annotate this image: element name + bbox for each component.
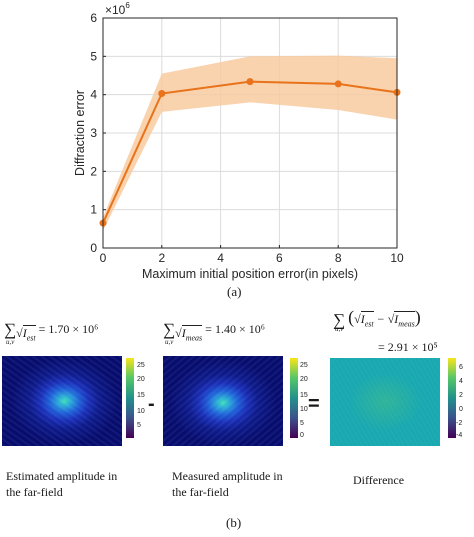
formula-difference: ∑ (√Iest − √Imeas) u,v xyxy=(333,307,421,333)
estimated-colorbar xyxy=(126,358,134,438)
tick-label: 20 xyxy=(137,376,145,383)
tick-label: -2 xyxy=(456,420,463,427)
formula-measured-value: = 1.40 × 10⁶ xyxy=(205,321,265,336)
data-point xyxy=(246,78,254,86)
y-tick-label: 0 xyxy=(90,241,97,255)
difference-image xyxy=(330,358,440,446)
measured-amplitude-image xyxy=(163,356,283,446)
estimated-label: Estimated amplitude in the far-field xyxy=(6,468,117,500)
tick-label: 20 xyxy=(300,376,308,383)
minus-sign: - xyxy=(148,393,155,415)
x-tick-label: 10 xyxy=(390,251,404,265)
x-tick-label: 2 xyxy=(158,251,165,265)
estimated-label-line2: the far-field xyxy=(6,485,63,499)
formula-estimated-value: = 1.70 × 10⁶ xyxy=(38,321,99,336)
estimated-amplitude-image xyxy=(2,356,122,446)
tick-label: 6 xyxy=(459,364,463,371)
formula-measured: ∑√Imeas = 1.40 × 10⁶ u,v xyxy=(163,320,265,346)
y-multiplier-base: ×10 xyxy=(105,3,126,17)
x-tick-label: 0 xyxy=(100,251,107,265)
tick-label: 10 xyxy=(300,406,308,413)
difference-colorbar xyxy=(448,358,456,438)
difference-label: Difference xyxy=(353,473,405,487)
tick-label: 0 xyxy=(300,432,304,439)
tick-label: 5 xyxy=(300,420,304,427)
tick-label: 0 xyxy=(459,406,463,413)
caption-b: (b) xyxy=(226,515,242,530)
tick-label: 10 xyxy=(137,408,145,415)
measured-label-line1: Measured amplitude in xyxy=(172,469,283,483)
measured-colorbar xyxy=(290,358,298,438)
equals-sign: = xyxy=(308,393,320,415)
y-tick-label: 3 xyxy=(90,126,97,140)
y-tick-label: 1 xyxy=(90,203,97,217)
tick-label: 2 xyxy=(459,392,463,399)
x-tick-label: 8 xyxy=(335,251,342,265)
x-tick-labels: 0 2 4 6 8 10 xyxy=(100,245,404,265)
measured-label: Measured amplitude in the far-field xyxy=(172,468,283,500)
measured-label-line2: the far-field xyxy=(172,485,229,499)
y-tick-labels: 0 1 2 3 4 5 6 xyxy=(90,11,106,255)
y-multiplier: ×106 xyxy=(105,1,130,17)
data-point xyxy=(334,80,342,88)
formula-estimated: ∑√Iest = 1.70 × 10⁶ u,v xyxy=(4,320,99,346)
caption-a: (a) xyxy=(227,284,242,299)
tick-label: 25 xyxy=(300,362,308,369)
formula-sub-estimated: u,v xyxy=(6,338,15,346)
tick-label: 25 xyxy=(137,362,145,369)
y-axis-label: Diffraction error xyxy=(73,90,87,176)
tick-label: 15 xyxy=(300,392,308,399)
x-axis-label: Maximum initial position error(in pixels… xyxy=(142,267,358,281)
tick-label: -4 xyxy=(456,432,463,439)
x-tick-label: 4 xyxy=(217,251,224,265)
formula-difference-value: = 2.91 × 10⁵ xyxy=(378,340,438,354)
tick-label: 15 xyxy=(137,392,145,399)
y-tick-label: 2 xyxy=(90,164,97,178)
y-multiplier-exponent: 6 xyxy=(125,1,130,10)
estimated-label-line1: Estimated amplitude in xyxy=(6,469,118,483)
tick-label: 4 xyxy=(459,378,463,385)
x-tick-label: 6 xyxy=(276,251,283,265)
tick-label: 5 xyxy=(137,422,141,429)
y-tick-label: 4 xyxy=(90,88,97,102)
error-band xyxy=(103,55,397,231)
data-point xyxy=(158,90,166,98)
y-tick-label: 5 xyxy=(90,49,97,63)
y-tick-label: 6 xyxy=(90,11,97,25)
